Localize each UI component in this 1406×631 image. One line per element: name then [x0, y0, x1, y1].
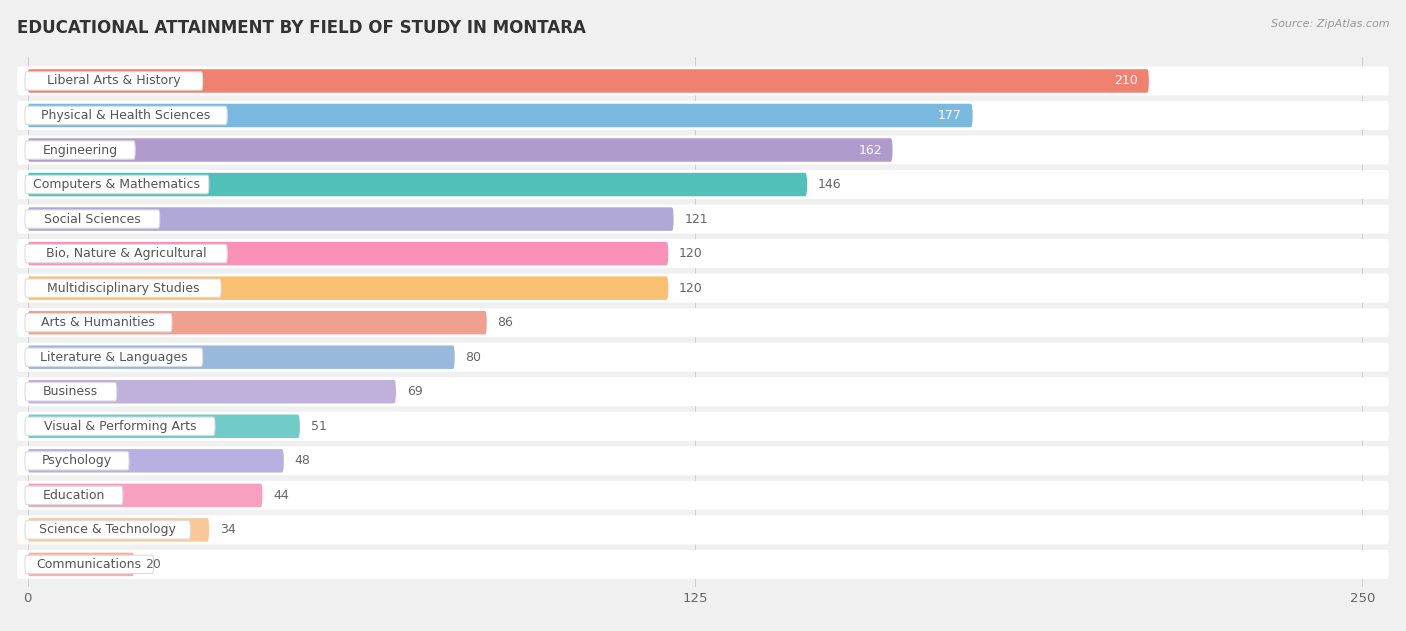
Text: 120: 120	[679, 247, 703, 260]
FancyBboxPatch shape	[17, 343, 1389, 372]
FancyBboxPatch shape	[28, 311, 486, 334]
FancyBboxPatch shape	[17, 308, 1389, 337]
FancyBboxPatch shape	[28, 208, 673, 231]
Text: Engineering: Engineering	[42, 143, 118, 156]
Text: EDUCATIONAL ATTAINMENT BY FIELD OF STUDY IN MONTARA: EDUCATIONAL ATTAINMENT BY FIELD OF STUDY…	[17, 19, 586, 37]
FancyBboxPatch shape	[17, 377, 1389, 406]
FancyBboxPatch shape	[17, 66, 1389, 95]
FancyBboxPatch shape	[28, 553, 135, 576]
FancyBboxPatch shape	[25, 486, 122, 504]
FancyBboxPatch shape	[17, 481, 1389, 510]
FancyBboxPatch shape	[17, 412, 1389, 441]
FancyBboxPatch shape	[25, 141, 135, 159]
FancyBboxPatch shape	[25, 175, 209, 194]
Text: 48: 48	[294, 454, 311, 468]
FancyBboxPatch shape	[28, 242, 668, 266]
Text: 162: 162	[858, 143, 882, 156]
Text: Multidisciplinary Studies: Multidisciplinary Studies	[46, 281, 200, 295]
Text: Bio, Nature & Agricultural: Bio, Nature & Agricultural	[46, 247, 207, 260]
Text: Literature & Languages: Literature & Languages	[39, 351, 187, 363]
FancyBboxPatch shape	[25, 348, 202, 367]
FancyBboxPatch shape	[17, 239, 1389, 268]
Text: 146: 146	[818, 178, 841, 191]
Text: 44: 44	[273, 489, 288, 502]
FancyBboxPatch shape	[28, 415, 299, 438]
FancyBboxPatch shape	[28, 449, 284, 473]
Text: Physical & Health Sciences: Physical & Health Sciences	[41, 109, 211, 122]
FancyBboxPatch shape	[17, 274, 1389, 303]
FancyBboxPatch shape	[25, 279, 221, 297]
Text: 86: 86	[498, 316, 513, 329]
FancyBboxPatch shape	[25, 107, 228, 125]
FancyBboxPatch shape	[25, 555, 153, 574]
Text: 69: 69	[406, 386, 422, 398]
Text: Education: Education	[42, 489, 105, 502]
FancyBboxPatch shape	[25, 452, 129, 470]
Text: 177: 177	[938, 109, 962, 122]
FancyBboxPatch shape	[17, 516, 1389, 545]
FancyBboxPatch shape	[28, 345, 454, 369]
FancyBboxPatch shape	[17, 101, 1389, 130]
FancyBboxPatch shape	[25, 521, 190, 539]
FancyBboxPatch shape	[28, 518, 209, 541]
FancyBboxPatch shape	[28, 380, 396, 403]
Text: Computers & Mathematics: Computers & Mathematics	[34, 178, 200, 191]
FancyBboxPatch shape	[17, 170, 1389, 199]
FancyBboxPatch shape	[28, 138, 893, 162]
Text: 210: 210	[1115, 74, 1139, 88]
FancyBboxPatch shape	[17, 136, 1389, 165]
Text: 51: 51	[311, 420, 326, 433]
Text: 34: 34	[219, 523, 236, 536]
FancyBboxPatch shape	[28, 173, 807, 196]
FancyBboxPatch shape	[25, 210, 160, 228]
Text: Arts & Humanities: Arts & Humanities	[42, 316, 156, 329]
Text: Social Sciences: Social Sciences	[44, 213, 141, 225]
FancyBboxPatch shape	[25, 72, 202, 90]
FancyBboxPatch shape	[28, 483, 263, 507]
Text: 120: 120	[679, 281, 703, 295]
Text: Liberal Arts & History: Liberal Arts & History	[46, 74, 180, 88]
FancyBboxPatch shape	[25, 382, 117, 401]
FancyBboxPatch shape	[17, 204, 1389, 233]
Text: Communications: Communications	[37, 558, 142, 571]
Text: Science & Technology: Science & Technology	[39, 523, 176, 536]
Text: Psychology: Psychology	[42, 454, 112, 468]
FancyBboxPatch shape	[25, 417, 215, 435]
Text: Visual & Performing Arts: Visual & Performing Arts	[44, 420, 197, 433]
FancyBboxPatch shape	[28, 69, 1149, 93]
FancyBboxPatch shape	[25, 244, 228, 262]
FancyBboxPatch shape	[17, 446, 1389, 475]
Text: Business: Business	[44, 386, 98, 398]
Text: 121: 121	[685, 213, 709, 225]
Text: 80: 80	[465, 351, 481, 363]
FancyBboxPatch shape	[25, 314, 172, 332]
FancyBboxPatch shape	[28, 103, 973, 127]
FancyBboxPatch shape	[17, 550, 1389, 579]
FancyBboxPatch shape	[28, 276, 668, 300]
Text: 20: 20	[145, 558, 160, 571]
Text: Source: ZipAtlas.com: Source: ZipAtlas.com	[1271, 19, 1389, 29]
